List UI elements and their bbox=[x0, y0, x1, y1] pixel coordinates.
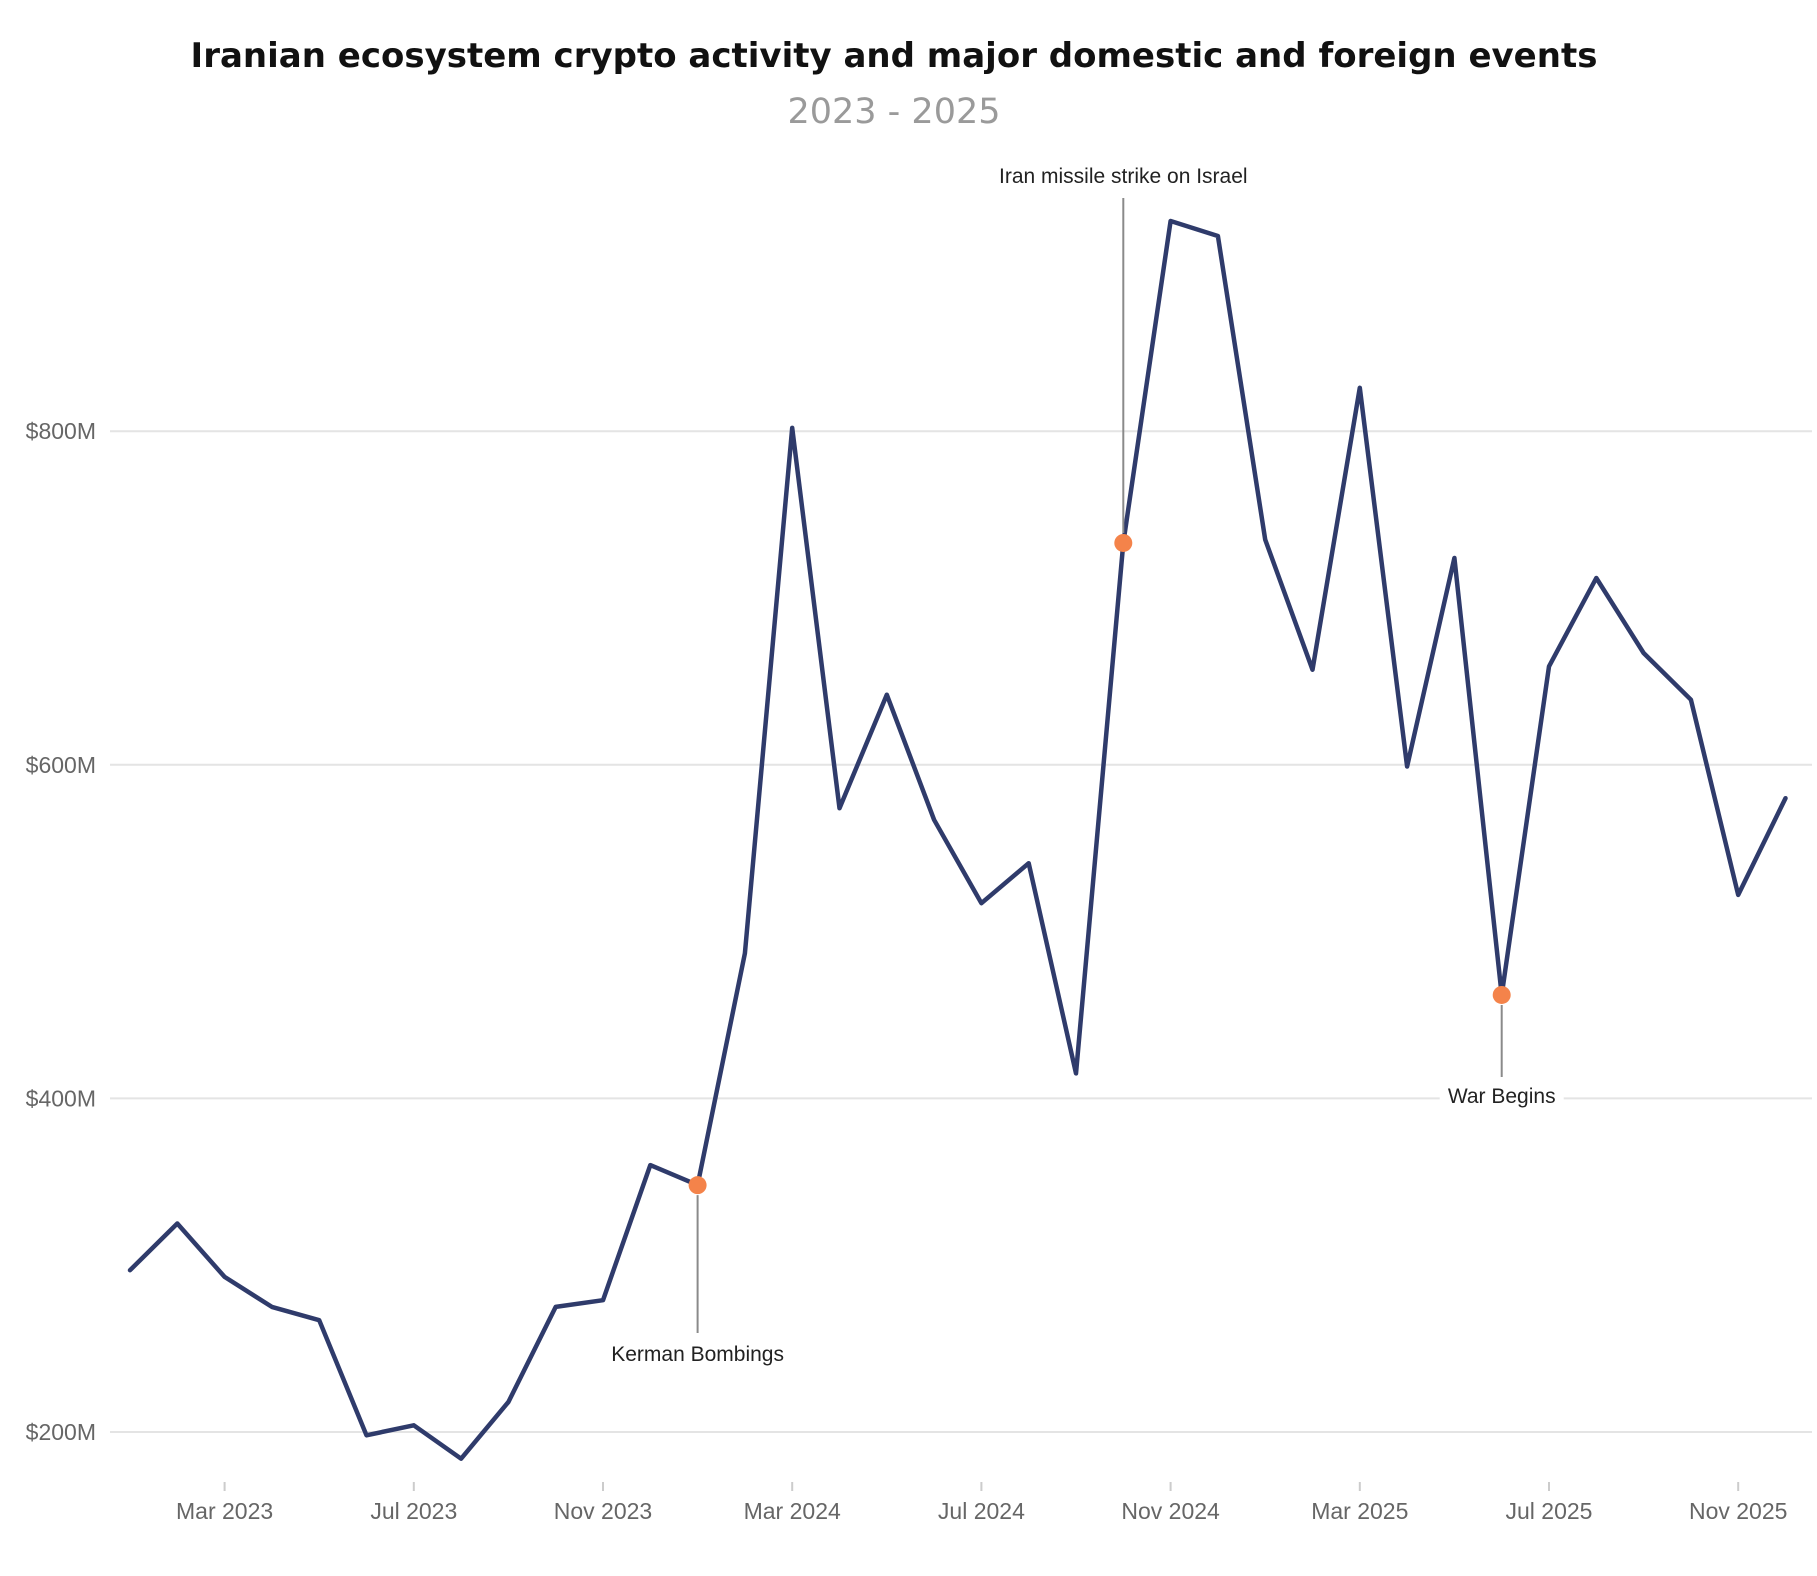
x-tick-label: Jul 2023 bbox=[370, 1498, 457, 1524]
y-tick-label: $400M bbox=[26, 1085, 96, 1111]
data-point bbox=[269, 1304, 275, 1310]
data-point bbox=[1593, 575, 1599, 581]
gridlines bbox=[110, 430, 1812, 1433]
data-point bbox=[1215, 233, 1221, 239]
annotation-label-bg bbox=[1439, 1081, 1564, 1111]
data-point bbox=[1404, 763, 1410, 769]
x-tick-label: Mar 2025 bbox=[1311, 1498, 1408, 1524]
y-tick-label: $800M bbox=[26, 418, 96, 444]
y-tick-label: $600M bbox=[26, 752, 96, 778]
x-tick-label: Mar 2024 bbox=[744, 1498, 841, 1524]
y-tick-label: $200M bbox=[26, 1419, 96, 1445]
series-layer bbox=[127, 218, 1789, 1462]
annotation-label: Kerman Bombings bbox=[611, 1343, 784, 1366]
data-point bbox=[789, 425, 795, 431]
annotations: Kerman Bombings Iran missile strike on Is… bbox=[611, 165, 1564, 1366]
data-point bbox=[600, 1297, 606, 1303]
data-point bbox=[647, 1162, 653, 1168]
annotation-label: War Begins bbox=[1448, 1085, 1556, 1108]
data-point bbox=[505, 1399, 511, 1405]
x-tick-label: Jul 2024 bbox=[938, 1498, 1025, 1524]
x-tick-label: Mar 2023 bbox=[176, 1498, 273, 1524]
series-line-0 bbox=[127, 218, 1788, 1461]
x-tick-label: Jul 2025 bbox=[1506, 1498, 1593, 1524]
annotation-marker bbox=[688, 1176, 707, 1195]
data-point bbox=[837, 805, 843, 811]
x-axis-ticks: Mar 2023 Jul 2023 Nov 2023 Mar 2024 Jul 2024… bbox=[176, 1482, 1787, 1524]
y-axis-ticks: $200M $400M $600M $800M bbox=[26, 418, 96, 1445]
data-point bbox=[1688, 697, 1694, 703]
data-point bbox=[1073, 1070, 1079, 1076]
data-point bbox=[127, 1267, 133, 1273]
data-point bbox=[978, 900, 984, 906]
data-point bbox=[1641, 650, 1647, 656]
annotation-label: Iran missile strike on Israel bbox=[999, 165, 1248, 188]
data-point bbox=[364, 1432, 370, 1438]
data-point bbox=[222, 1274, 228, 1280]
data-point bbox=[1451, 555, 1457, 561]
data-point bbox=[742, 950, 748, 956]
chart-subtitle: 2023 - 2025 bbox=[787, 92, 1001, 132]
data-point bbox=[1357, 385, 1363, 391]
data-point bbox=[1026, 860, 1032, 866]
data-point bbox=[1783, 795, 1789, 801]
data-point bbox=[458, 1456, 464, 1462]
data-point bbox=[316, 1317, 322, 1323]
chart-title: Iranian ecosystem crypto activity and ma… bbox=[190, 36, 1598, 76]
x-tick-label: Nov 2024 bbox=[1121, 1498, 1220, 1524]
data-point bbox=[1262, 537, 1268, 543]
data-point bbox=[1310, 667, 1316, 673]
data-point bbox=[1168, 218, 1174, 224]
data-point bbox=[411, 1422, 417, 1428]
x-tick-label: Nov 2025 bbox=[1689, 1498, 1787, 1524]
x-tick-label: Nov 2023 bbox=[554, 1498, 652, 1524]
data-point bbox=[553, 1304, 559, 1310]
data-point bbox=[931, 817, 937, 823]
data-point bbox=[1735, 892, 1741, 898]
annotation-marker bbox=[1114, 533, 1133, 552]
annotation-marker bbox=[1492, 985, 1511, 1004]
data-point bbox=[1546, 663, 1552, 669]
data-point bbox=[174, 1221, 180, 1227]
data-point bbox=[884, 692, 890, 698]
